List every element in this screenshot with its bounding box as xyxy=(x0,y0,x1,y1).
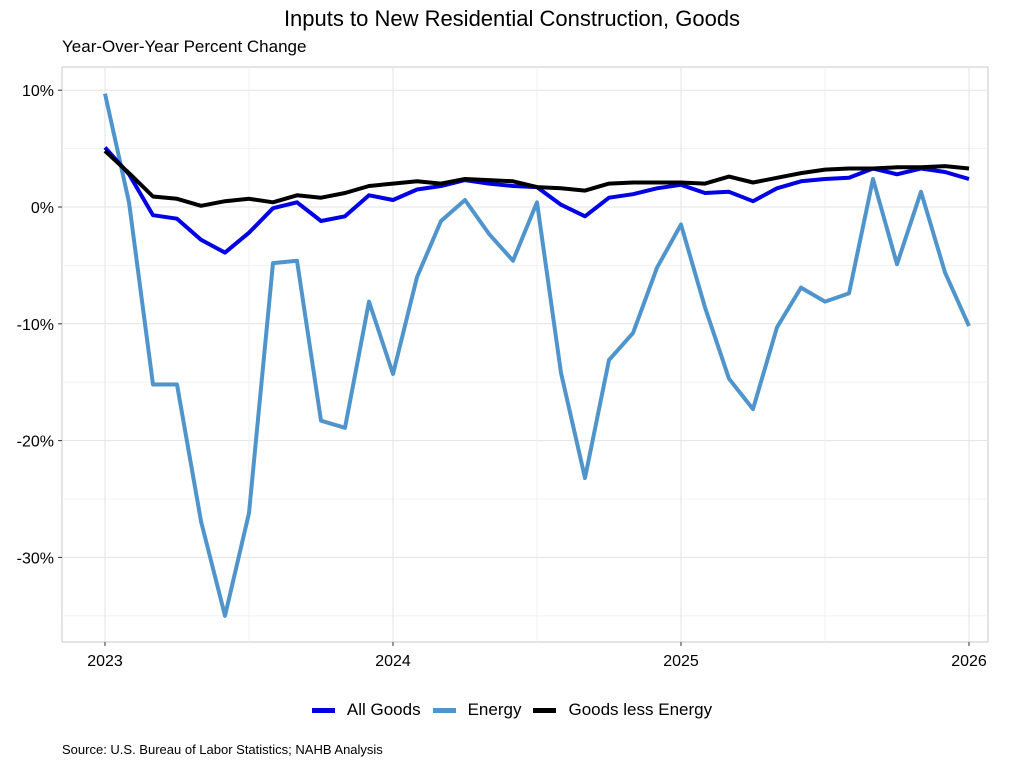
y-axis-ticks: 10% 0% -10% -20% -30% xyxy=(17,83,62,567)
y-tick-label: 0% xyxy=(31,200,54,217)
x-tick-label: 2025 xyxy=(663,653,699,670)
x-tick-label: 2024 xyxy=(375,653,411,670)
source-note: Source: U.S. Bureau of Labor Statistics;… xyxy=(62,742,383,757)
legend-label-all-goods: All Goods xyxy=(346,700,421,719)
legend-swatch-all-goods xyxy=(311,707,335,713)
y-tick-label: -20% xyxy=(17,434,54,451)
y-tick-label: -30% xyxy=(17,550,54,567)
legend-swatch-goods-less-energy xyxy=(533,707,557,713)
legend-label-goods-less-energy: Goods less Energy xyxy=(568,700,713,719)
plot-panel xyxy=(61,66,989,643)
legend-item-energy: Energy xyxy=(432,700,522,720)
x-tick-label: 2023 xyxy=(87,653,123,670)
y-tick-label: -10% xyxy=(17,317,54,334)
legend-label-energy: Energy xyxy=(467,700,522,719)
x-axis-ticks: 2023 2024 2025 2026 xyxy=(87,642,987,670)
series-line-goods-less-energy xyxy=(103,149,970,208)
chart-subtitle: Year-Over-Year Percent Change xyxy=(62,37,307,56)
y-tick-label: 10% xyxy=(22,83,54,100)
chart-title: Inputs to New Residential Construction, … xyxy=(283,6,741,31)
x-tick-label: 2026 xyxy=(951,653,987,670)
legend-swatch-energy xyxy=(432,707,456,713)
legend-item-goods-less-energy: Goods less Energy xyxy=(533,700,712,720)
gridlines xyxy=(62,67,988,642)
series-lines xyxy=(103,93,971,618)
legend: All Goods Energy Goods less Energy xyxy=(0,700,1024,720)
series-line-energy xyxy=(103,93,971,618)
legend-item-all-goods: All Goods xyxy=(311,700,421,720)
